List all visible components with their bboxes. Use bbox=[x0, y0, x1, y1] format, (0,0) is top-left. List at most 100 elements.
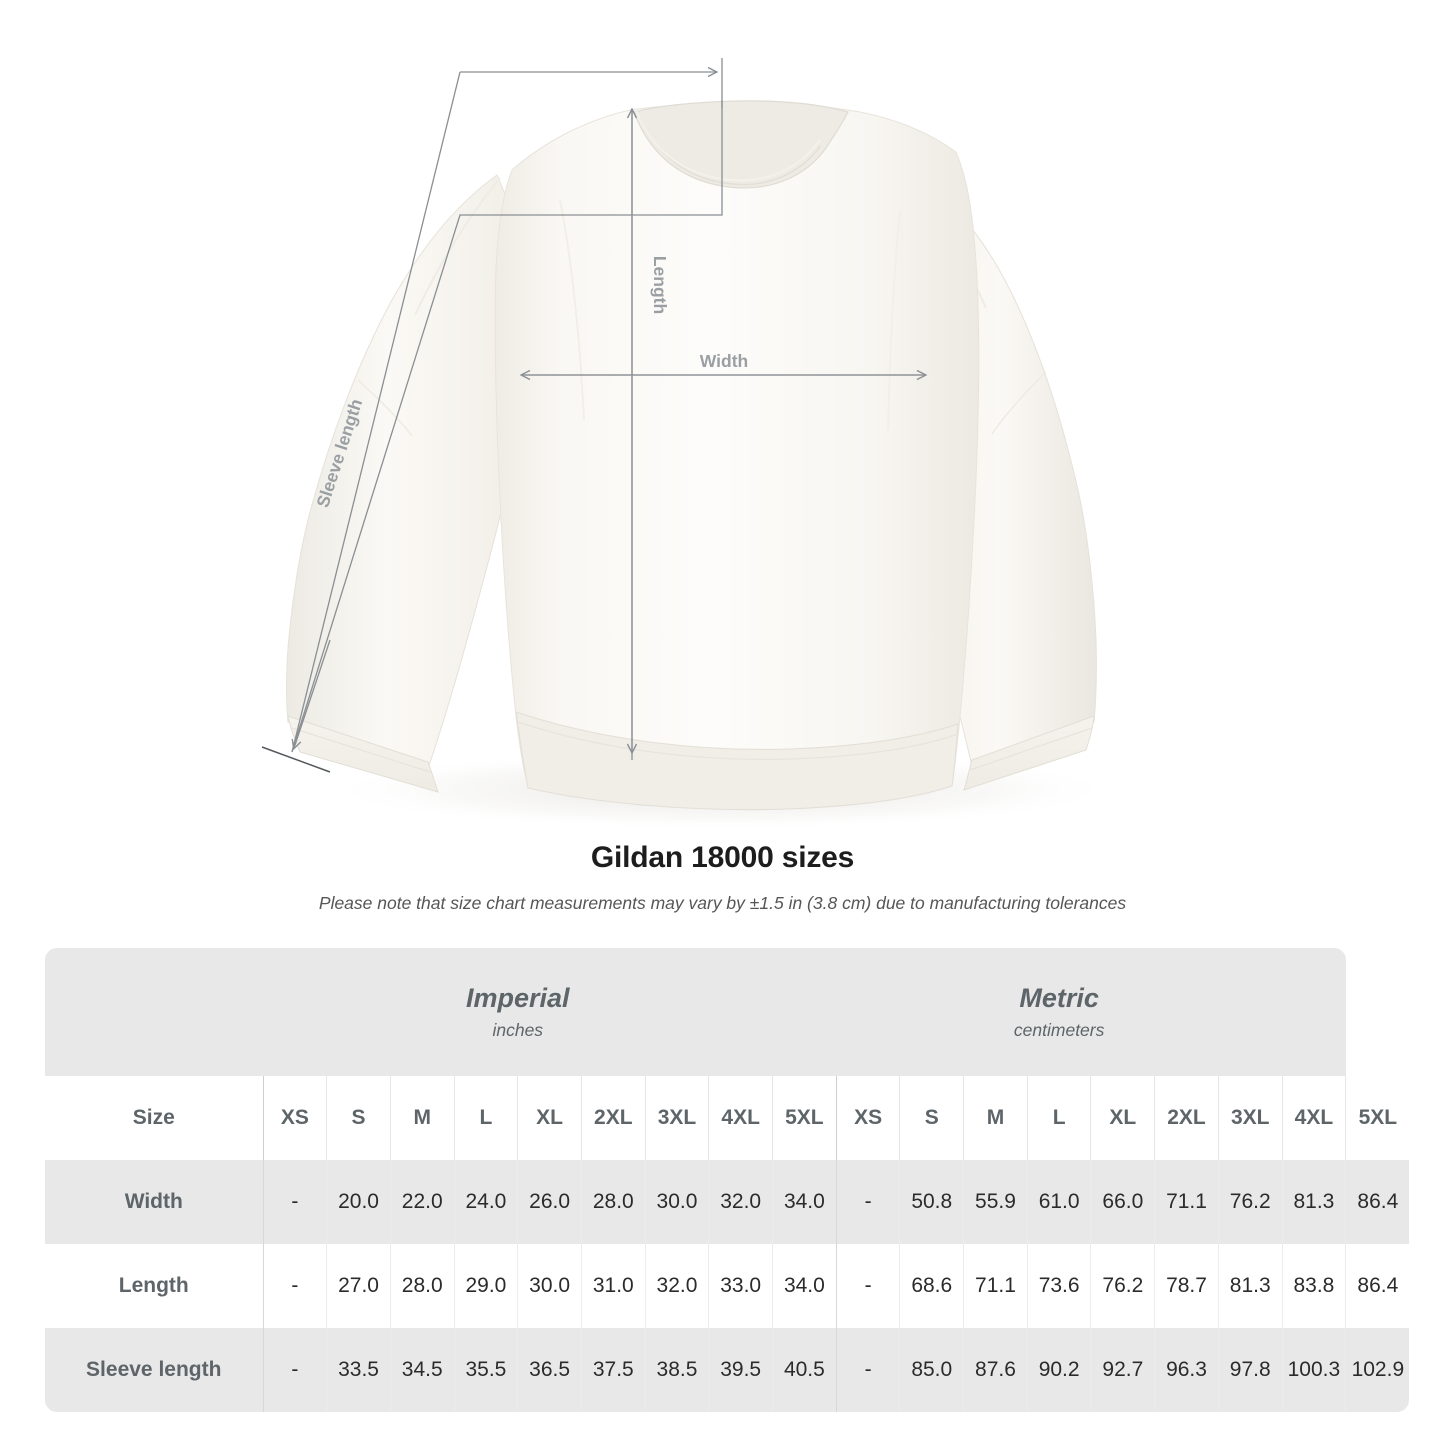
unit-group-row: Imperial inches Metric centimeters bbox=[45, 948, 1409, 1076]
page-title: Gildan 18000 sizes bbox=[590, 841, 855, 874]
size-header-metric-xl: XL bbox=[1090, 1076, 1155, 1160]
table-row: Length -27.0 28.0 29.0 30.0 31.0 32.0 33.0 34.0-… bbox=[45, 1244, 1410, 1328]
left-shoulder-seam bbox=[414, 177, 501, 316]
size-header-imperial-2xl: 2XL bbox=[580, 1076, 646, 1160]
cell-imperial-m: 34.5 bbox=[389, 1328, 455, 1412]
cell-metric-l: 73.6 bbox=[1026, 1244, 1091, 1328]
garment-diagram: Sleeve length Length Width bbox=[261, 58, 1122, 830]
cell-metric-s: 68.6 bbox=[899, 1244, 964, 1328]
size-header-metric-5xl: 5XL bbox=[1345, 1076, 1410, 1160]
cell-imperial-3xl: 30.0 bbox=[644, 1160, 709, 1244]
body-fold-left bbox=[559, 199, 585, 421]
right-sleeve-fold bbox=[991, 371, 1047, 435]
cell-metric-l: 90.2 bbox=[1026, 1328, 1091, 1412]
cell-metric-xs: - bbox=[835, 1244, 900, 1328]
cell-imperial-4xl: 39.5 bbox=[708, 1328, 773, 1412]
unit-group-name: Imperial bbox=[466, 983, 570, 1013]
size-header-metric-l: L bbox=[1026, 1076, 1091, 1160]
cell-imperial-s: 20.0 bbox=[326, 1160, 391, 1244]
table-row: Sleeve length -33.5 34.5 35.5 36.5 37.5 38.5 39… bbox=[45, 1328, 1410, 1412]
cell-metric-xl: 92.7 bbox=[1090, 1328, 1155, 1412]
cell-metric-2xl: 71.1 bbox=[1154, 1160, 1219, 1244]
cell-imperial-l: 29.0 bbox=[453, 1244, 518, 1328]
cell-imperial-m: 22.0 bbox=[389, 1160, 455, 1244]
cell-metric-xs: - bbox=[835, 1160, 900, 1244]
size-header-imperial-m: M bbox=[389, 1076, 455, 1160]
title-block: Gildan 18000 sizes Please note that size… bbox=[0, 838, 1445, 915]
cell-metric-2xl: 78.7 bbox=[1154, 1244, 1219, 1328]
size-header-imperial-s: S bbox=[326, 1076, 391, 1160]
cell-imperial-3xl: 38.5 bbox=[644, 1328, 709, 1412]
cell-metric-s: 50.8 bbox=[899, 1160, 964, 1244]
unit-group-name: Metric bbox=[1019, 983, 1099, 1013]
cell-metric-5xl: 102.9 bbox=[1345, 1328, 1410, 1412]
cell-metric-l: 61.0 bbox=[1026, 1160, 1091, 1244]
sleeve-length-guide bbox=[291, 100, 723, 753]
size-header-metric-xs: XS bbox=[835, 1076, 900, 1160]
cell-imperial-xl: 26.0 bbox=[517, 1160, 582, 1244]
left-cuff-ribline bbox=[291, 727, 431, 773]
cell-metric-s: 85.0 bbox=[899, 1328, 964, 1412]
cell-metric-4xl: 83.8 bbox=[1281, 1244, 1346, 1328]
left-cuff bbox=[287, 715, 439, 793]
cell-imperial-xs: - bbox=[262, 1160, 327, 1244]
tolerance-note: Please note that size chart measurements… bbox=[318, 893, 1127, 913]
cell-metric-5xl: 86.4 bbox=[1345, 1160, 1410, 1244]
cell-imperial-xl: 36.5 bbox=[517, 1328, 582, 1412]
size-header-imperial-xl: XL bbox=[517, 1076, 582, 1160]
cell-imperial-5xl: 34.0 bbox=[772, 1244, 837, 1328]
cell-imperial-2xl: 37.5 bbox=[580, 1328, 646, 1412]
cell-metric-xs: - bbox=[835, 1328, 900, 1412]
size-header-metric-3xl: 3XL bbox=[1217, 1076, 1283, 1160]
unit-group-metric: Metric centimeters bbox=[772, 948, 1346, 1076]
cell-imperial-2xl: 28.0 bbox=[580, 1160, 646, 1244]
cell-imperial-xl: 30.0 bbox=[517, 1244, 582, 1328]
cell-imperial-4xl: 33.0 bbox=[708, 1244, 773, 1328]
size-header-metric-2xl: 2XL bbox=[1154, 1076, 1219, 1160]
table-row: Width -20.0 22.0 24.0 26.0 28.0 30.0 32.0 34.0-5… bbox=[45, 1160, 1410, 1244]
waistband-rib bbox=[515, 711, 959, 811]
left-sleeve-fold bbox=[357, 379, 413, 437]
cell-imperial-5xl: 40.5 bbox=[772, 1328, 837, 1412]
cell-imperial-xs: - bbox=[262, 1328, 327, 1412]
row-label-length: Length bbox=[45, 1244, 263, 1328]
sweatshirt-body bbox=[494, 102, 980, 805]
unit-group-imperial: Imperial inches bbox=[263, 948, 773, 1076]
size-column-header: Size bbox=[45, 1076, 263, 1160]
cell-imperial-2xl: 31.0 bbox=[580, 1244, 646, 1328]
cell-imperial-xs: - bbox=[262, 1244, 327, 1328]
cell-imperial-l: 24.0 bbox=[453, 1160, 518, 1244]
size-header-imperial-4xl: 4XL bbox=[708, 1076, 773, 1160]
size-chart-table-wrap: Imperial inches Metric centimeters Size XS S M L… bbox=[45, 948, 1410, 1412]
cell-metric-m: 55.9 bbox=[963, 1160, 1028, 1244]
cell-metric-2xl: 96.3 bbox=[1154, 1328, 1219, 1412]
cell-metric-5xl: 86.4 bbox=[1345, 1244, 1410, 1328]
width-label: Width bbox=[700, 351, 748, 371]
cell-imperial-4xl: 32.0 bbox=[708, 1160, 773, 1244]
sleeve-length-bottom-arrow bbox=[294, 639, 331, 748]
row-label-width: Width bbox=[45, 1160, 263, 1244]
cell-imperial-5xl: 34.0 bbox=[772, 1160, 837, 1244]
right-cuff-ribline bbox=[969, 727, 1093, 771]
cell-metric-m: 71.1 bbox=[963, 1244, 1028, 1328]
length-label: Length bbox=[650, 256, 670, 314]
unit-group-sub: inches bbox=[492, 1020, 544, 1040]
cell-metric-3xl: 76.2 bbox=[1217, 1160, 1283, 1244]
unit-group-sub: centimeters bbox=[1013, 1020, 1105, 1040]
cell-metric-4xl: 100.3 bbox=[1281, 1328, 1346, 1412]
cell-imperial-3xl: 32.0 bbox=[644, 1244, 709, 1328]
size-header-metric-s: S bbox=[899, 1076, 964, 1160]
cell-imperial-s: 33.5 bbox=[326, 1328, 391, 1412]
size-header-imperial-xs: XS bbox=[262, 1076, 327, 1160]
cell-imperial-l: 35.5 bbox=[453, 1328, 518, 1412]
size-header-row: Size XS S M L XL 2XL 3XL 4XL 5XL XS S M L XL 2XL 3XL 4XL 5… bbox=[45, 1076, 1410, 1160]
row-label-sleeve-length: Sleeve length bbox=[45, 1328, 263, 1412]
cell-imperial-m: 28.0 bbox=[389, 1244, 455, 1328]
unit-row-spacer bbox=[45, 948, 263, 1076]
size-header-imperial-l: L bbox=[453, 1076, 518, 1160]
size-header-imperial-3xl: 3XL bbox=[644, 1076, 709, 1160]
waistband-ribline bbox=[517, 721, 959, 761]
cell-metric-3xl: 81.3 bbox=[1217, 1244, 1283, 1328]
size-header-imperial-5xl: 5XL bbox=[772, 1076, 837, 1160]
body-fold-right bbox=[887, 209, 901, 431]
